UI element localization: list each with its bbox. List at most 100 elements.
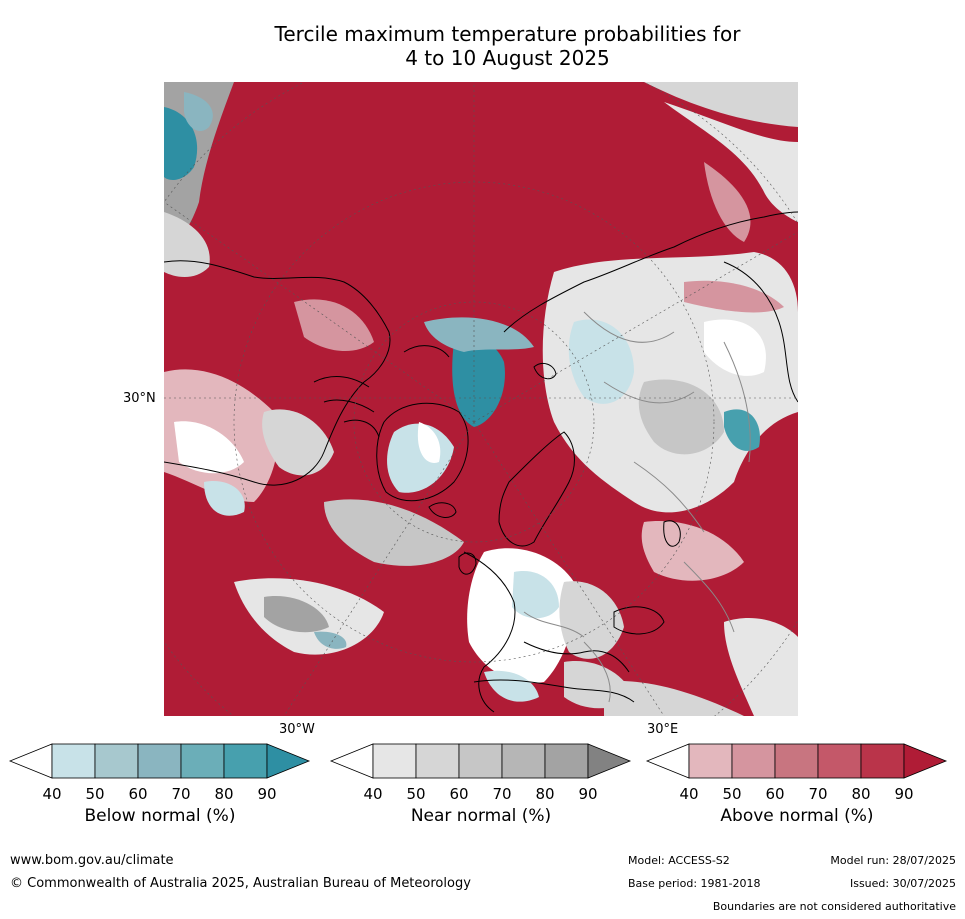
issued-text: Issued: 30/07/2025 — [849, 877, 956, 890]
colorbar-segment — [180, 743, 225, 779]
colorbar-segment — [51, 743, 96, 779]
colorbar-tick-label: 50 — [722, 785, 741, 803]
colorbar-below-normal: 40 50 60 70 80 90 — [8, 742, 311, 852]
region-na-blue — [204, 481, 245, 516]
colorbar-tick-label: 90 — [578, 785, 597, 803]
colorbar-upper-extend — [903, 743, 948, 779]
colorbar-segment — [817, 743, 862, 779]
colorbar-tick-label: 60 — [765, 785, 784, 803]
colorbar-tick-label: 70 — [492, 785, 511, 803]
region-eurasia-white — [704, 319, 766, 376]
region-na-white — [174, 421, 244, 474]
coastline-british-isles — [458, 552, 477, 575]
colorbar-segment — [415, 743, 460, 779]
colorbar-segment — [688, 743, 733, 779]
region-eurasia-teal — [724, 409, 760, 451]
title-line-1: Tercile maximum temperature probabilitie… — [274, 22, 741, 46]
colorbar-tick-label: 50 — [406, 785, 425, 803]
colorbar-tick-label: 90 — [894, 785, 913, 803]
region-na-pink — [294, 299, 374, 352]
country-borders — [523, 311, 751, 703]
coastline-black-sea — [613, 606, 665, 635]
colorbar-tick-label: 90 — [257, 785, 276, 803]
coastline-iceland — [428, 502, 457, 518]
colorbar-segment — [223, 743, 268, 779]
region-greenland-white — [417, 422, 441, 463]
colorbar-upper-extend — [587, 743, 632, 779]
colorbar-lower-extend — [8, 743, 53, 779]
colorbar-tick-label: 40 — [363, 785, 382, 803]
colorbar-segment — [774, 743, 819, 779]
coastline-north-america — [164, 260, 391, 486]
colorbar-near-normal: 40 50 60 70 80 90 — [329, 742, 632, 852]
colorbar-upper-extend — [266, 743, 311, 779]
coastline-eurasia-east — [723, 261, 798, 403]
colorbar-segment — [544, 743, 589, 779]
colorbar-segment — [731, 743, 776, 779]
website-link[interactable]: www.bom.gov.au/climate — [10, 853, 174, 868]
map-title: Tercile maximum temperature probabilitie… — [160, 22, 855, 70]
region-med-blue — [484, 670, 539, 702]
colorbar-tick-label: 70 — [171, 785, 190, 803]
colorbar-tick-label: 60 — [128, 785, 147, 803]
colorbar-segment — [458, 743, 503, 779]
title-line-2: 4 to 10 August 2025 — [405, 46, 610, 70]
lon-label-30e: 30°E — [647, 722, 679, 737]
colorbar-below-svg: 40 50 60 70 80 90 — [8, 743, 311, 803]
colorbar-above-svg: 40 50 60 70 80 90 — [645, 743, 948, 803]
colorbar-lower-extend — [645, 743, 690, 779]
probability-map — [164, 82, 798, 716]
lat-label-30n: 30°N — [123, 391, 156, 406]
legend-label-near: Near normal (%) — [410, 806, 552, 826]
colorbar-segment — [94, 743, 139, 779]
colorbar-segment — [501, 743, 546, 779]
colorbar-tick-label: 40 — [679, 785, 698, 803]
disclaimer-text: Boundaries are not considered authoritat… — [712, 900, 956, 913]
copyright-text: © Commonwealth of Australia 2025, Austra… — [10, 876, 471, 891]
region-se-white — [724, 617, 798, 716]
region-arctic-light — [424, 317, 534, 352]
region-se-grey — [604, 681, 744, 716]
region-eurasia-blue — [568, 319, 634, 404]
base-period-text: Base period: 1981-2018 — [628, 877, 761, 890]
coastline-europe — [463, 551, 630, 713]
region-near-normal-ne2 — [664, 102, 798, 222]
colorbar-tick-label: 50 — [85, 785, 104, 803]
colorbar-tick-label: 60 — [449, 785, 468, 803]
region-europe-blue — [512, 571, 559, 619]
model-text: Model: ACCESS-S2 — [628, 854, 730, 867]
coastline-scandinavia — [498, 431, 575, 547]
colorbar-above-normal: 40 50 60 70 80 90 — [645, 742, 948, 852]
map-canvas — [164, 82, 798, 716]
coastline-eurasia-north — [503, 211, 798, 333]
coastline-caspian — [663, 520, 681, 547]
region-atlantic-blue — [314, 631, 347, 649]
region-atlantic-grey2 — [264, 596, 329, 633]
model-run-text: Model run: 28/07/2025 — [830, 854, 956, 867]
colorbar-tick-label: 70 — [808, 785, 827, 803]
region-near-normal-ne — [644, 82, 798, 127]
colorbar-lower-extend — [329, 743, 374, 779]
region-below-normal-nw — [164, 107, 198, 180]
colorbar-segment — [137, 743, 182, 779]
colorbar-tick-label: 40 — [42, 785, 61, 803]
colorbar-near-svg: 40 50 60 70 80 90 — [329, 743, 632, 803]
colorbar-tick-label: 80 — [535, 785, 554, 803]
colorbar-segment — [372, 743, 417, 779]
legend-label-below: Below normal (%) — [84, 806, 236, 826]
coastline-greenland — [376, 402, 469, 502]
coastline-mediterranean — [473, 679, 635, 703]
colorbar-segment — [860, 743, 905, 779]
region-arctic-teal — [452, 337, 505, 427]
region-below-light-nw — [184, 92, 213, 132]
colorbar-tick-label: 80 — [851, 785, 870, 803]
graticule — [164, 82, 798, 716]
coastline-canadian-arctic — [313, 345, 450, 438]
region-east-light — [641, 521, 744, 581]
lon-label-30w: 30°W — [279, 722, 315, 737]
region-na-grey — [262, 409, 334, 476]
colorbar-tick-label: 80 — [214, 785, 233, 803]
region-eurasia-pink — [684, 280, 784, 313]
region-atlantic-grey — [324, 499, 464, 566]
legend-label-above: Above normal (%) — [720, 806, 874, 826]
